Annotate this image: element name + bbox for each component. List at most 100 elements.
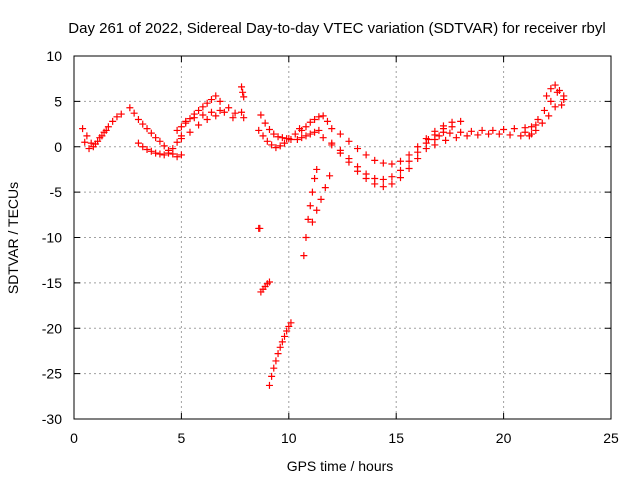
data-point [545, 112, 553, 120]
data-point [315, 113, 323, 121]
data-point [195, 121, 203, 129]
x-tick-label: 20 [496, 430, 512, 446]
data-point [139, 120, 147, 128]
data-point [405, 157, 413, 165]
data-point [195, 106, 203, 114]
data-point [510, 125, 518, 133]
y-tick-label: -10 [42, 230, 62, 246]
data-point [414, 143, 422, 151]
data-point [321, 184, 329, 192]
data-point [540, 106, 548, 114]
data-point [207, 96, 215, 104]
series-track-morning-a [126, 104, 185, 161]
data-point [528, 123, 536, 131]
data-point [240, 114, 248, 122]
series-track-early-b [81, 126, 110, 153]
series-track-forenoon-b [177, 108, 237, 143]
data-point [212, 92, 220, 100]
data-point [190, 114, 198, 122]
x-axis-label: GPS time / hours [287, 458, 394, 474]
data-point [281, 139, 289, 147]
series-recovery-track-b [308, 172, 334, 226]
data-point [270, 364, 278, 372]
data-point [239, 88, 247, 96]
data-point [302, 132, 310, 140]
data-point [268, 141, 276, 149]
y-tick-label: -30 [42, 411, 62, 427]
series-track-forenoon-c [182, 104, 239, 125]
series-evening-rise-a [521, 88, 568, 136]
series-track-near-9h-b [255, 126, 293, 152]
data-point [547, 97, 555, 105]
data-point [165, 149, 173, 157]
data-point [216, 106, 224, 114]
data-point [203, 99, 211, 107]
data-point [424, 135, 432, 143]
data-point [313, 206, 321, 214]
data-point [326, 172, 334, 180]
data-point [203, 116, 211, 124]
y-tick-label: -20 [42, 320, 62, 336]
data-point [291, 130, 299, 138]
data-point [431, 141, 439, 149]
data-point [506, 131, 514, 139]
chart-title: Day 261 of 2022, Sidereal Day-to-day VTE… [68, 20, 605, 37]
data-point [489, 126, 497, 134]
data-point [457, 117, 465, 125]
data-point [98, 132, 106, 140]
series-dip-track-c [336, 117, 465, 168]
series-outlier-8.6h [255, 224, 264, 232]
data-point [104, 123, 112, 131]
data-point [534, 116, 542, 124]
data-point [439, 122, 447, 130]
series-track-noon-b [293, 126, 323, 143]
data-point [220, 108, 228, 116]
data-point [276, 142, 284, 150]
data-point [302, 234, 310, 241]
data-point [452, 134, 460, 142]
data-point [152, 134, 160, 142]
data-point [265, 126, 273, 134]
data-point [388, 180, 396, 188]
data-point [558, 101, 566, 109]
data-point [85, 145, 93, 153]
data-point [134, 116, 142, 124]
data-point [268, 372, 276, 380]
data-point [212, 112, 220, 120]
data-point [278, 134, 286, 142]
data-point [306, 202, 314, 210]
data-point [83, 132, 91, 140]
series-track-forenoon-a [173, 92, 224, 134]
data-point [362, 175, 370, 183]
data-point [113, 113, 121, 121]
data-point [94, 137, 102, 145]
y-tick-label: 10 [46, 48, 62, 64]
data-point [272, 357, 280, 365]
data-point [261, 119, 269, 127]
data-point [263, 137, 271, 145]
data-point [379, 159, 387, 167]
data-point [517, 132, 525, 140]
data-point [543, 92, 551, 100]
data-point [126, 104, 134, 112]
data-point [555, 86, 563, 94]
data-point [207, 108, 215, 116]
data-point [256, 224, 264, 232]
data-point [281, 332, 289, 340]
data-point [551, 81, 559, 89]
data-point [485, 130, 493, 138]
data-point [300, 252, 308, 260]
data-point [278, 338, 286, 346]
data-point [560, 92, 568, 100]
data-point [89, 143, 97, 151]
y-tick-label: -15 [42, 275, 62, 291]
y-axis-label: SDTVAR / TECUs [5, 182, 21, 294]
data-point [265, 381, 273, 389]
data-point [270, 130, 278, 138]
data-point [177, 123, 185, 131]
data-point [467, 127, 475, 135]
data-point [306, 118, 314, 126]
data-point [87, 139, 95, 147]
data-point [293, 135, 301, 143]
data-point [173, 153, 181, 161]
